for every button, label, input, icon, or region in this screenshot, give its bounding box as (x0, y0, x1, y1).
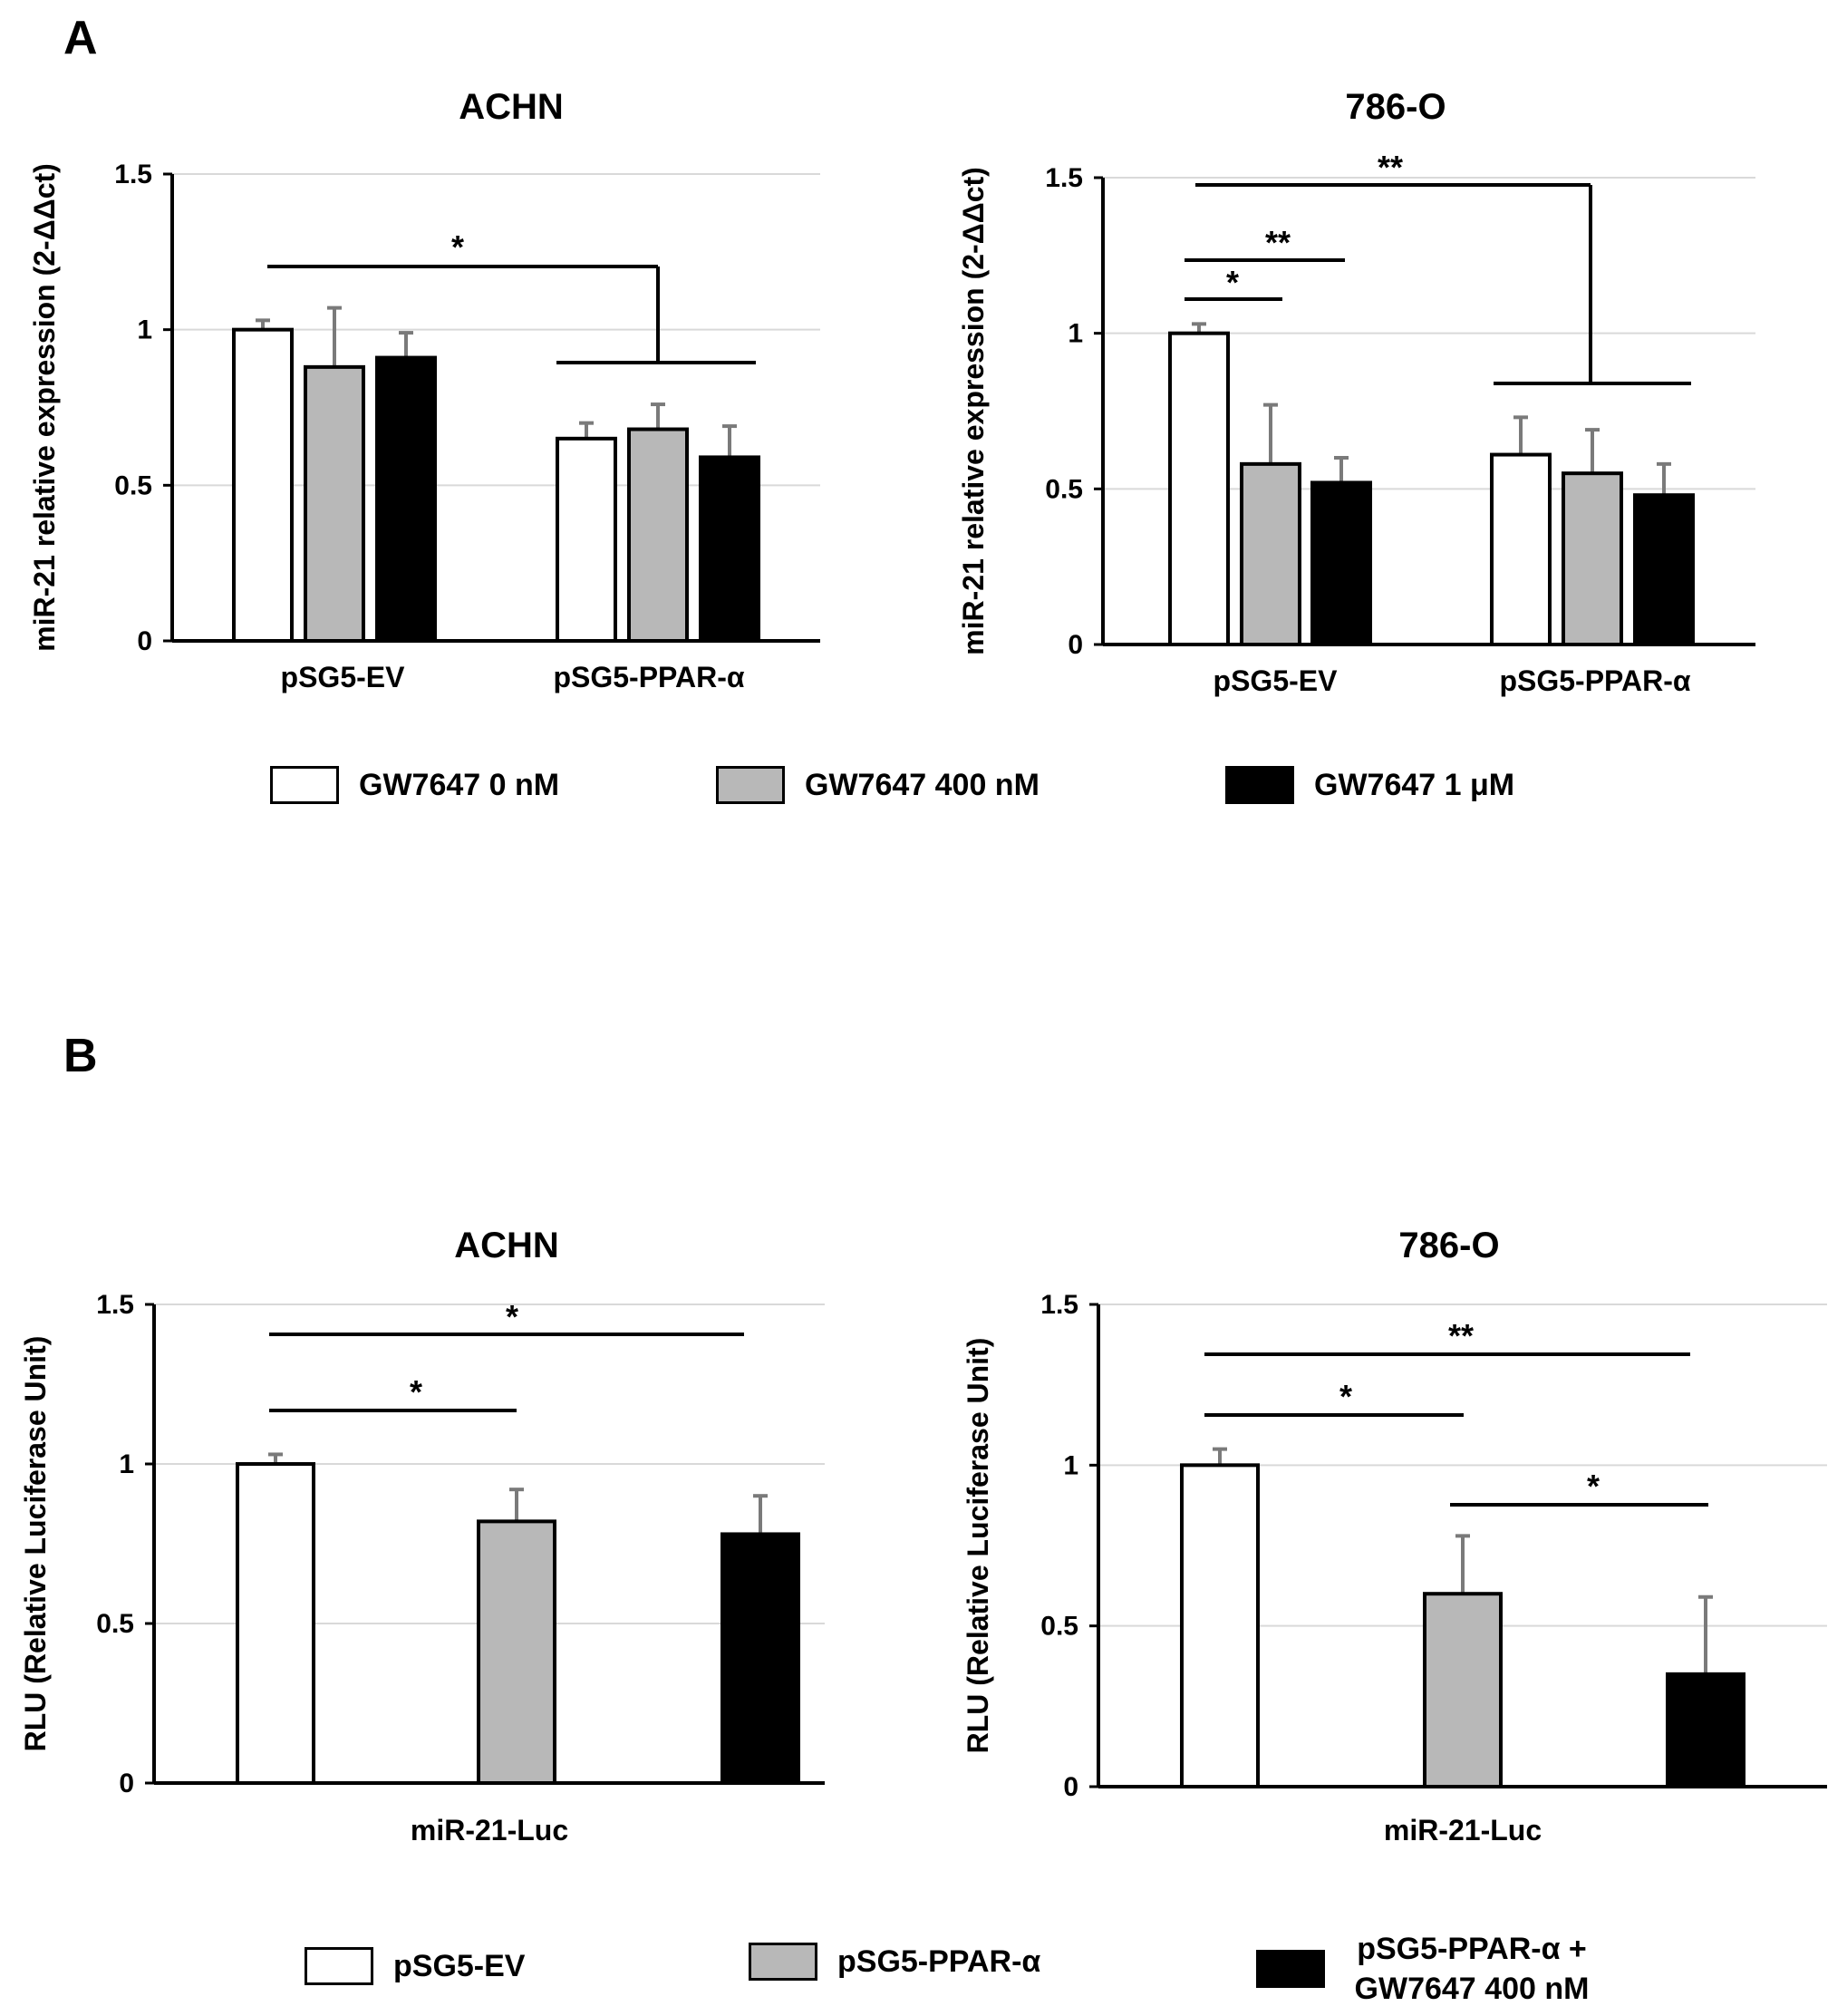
legend-label-line-2: GW7647 400 nM (1354, 1972, 1590, 2006)
x-category-label: pSG5-EV (1214, 664, 1339, 697)
significance-label: * (506, 1298, 518, 1335)
bar (477, 1519, 556, 1785)
significance-label: * (1226, 264, 1239, 301)
x-axis-label: miR-21-Luc (1384, 1814, 1542, 1846)
legend-swatch-white (305, 1947, 373, 1985)
bar (1180, 1463, 1260, 1789)
bar (1240, 461, 1301, 646)
legend-swatch-gray (716, 766, 785, 804)
y-tick-label: 1 (137, 315, 152, 345)
bar (232, 327, 294, 643)
bar (1310, 480, 1372, 647)
legend-swatch-black (1225, 766, 1294, 804)
significance-label: ** (1378, 149, 1403, 186)
significance-label: ** (1265, 224, 1291, 261)
y-tick-label: 1 (1063, 1450, 1078, 1480)
y-tick-label: 1.5 (114, 160, 152, 189)
bar (720, 1532, 800, 1785)
panel-label-b: B (63, 1030, 98, 1082)
significance-label: * (451, 228, 464, 266)
bar (556, 436, 617, 644)
bar (304, 364, 365, 643)
legend-label: GW7647 400 nM (805, 767, 1040, 802)
y-axis-label: RLU (Relative Luciferase Unit) (19, 1336, 52, 1752)
legend-label-line-1: pSG5-PPAR-α + (1357, 1932, 1587, 1966)
y-tick-label: 1 (1068, 319, 1083, 349)
y-tick-label: 0 (1068, 630, 1083, 660)
legend-a-item-1: GW7647 400 nM (716, 766, 1040, 804)
y-axis-label: miR-21 relative expression (2-ΔΔct) (957, 167, 990, 655)
bar (699, 455, 760, 643)
bar (1633, 493, 1695, 647)
legend-swatch-white (270, 766, 339, 804)
y-tick-label: 0 (1063, 1772, 1078, 1802)
bar (1423, 1592, 1503, 1788)
legend-swatch-black (1256, 1950, 1325, 1988)
legend-label-two-line: pSG5-PPAR-α + GW7647 400 nM (1345, 1929, 1599, 2009)
bar (1666, 1672, 1745, 1789)
chart-title-b-achn: ACHN (454, 1226, 559, 1265)
legend-label: GW7647 0 nM (359, 767, 560, 802)
significance-label: * (1587, 1468, 1600, 1505)
legend-a-item-2: GW7647 1 μM (1225, 766, 1514, 804)
bar (1490, 452, 1552, 647)
y-tick-label: 0 (137, 626, 152, 656)
chart-title-a-786o: 786-O (1345, 87, 1446, 127)
y-tick-label: 1.5 (1040, 1290, 1078, 1320)
y-tick-label: 1.5 (1045, 163, 1083, 193)
x-category-label: pSG5-PPAR-α (1499, 664, 1690, 697)
legend-swatch-gray (749, 1943, 817, 1981)
significance-label: * (410, 1373, 422, 1410)
bar (1168, 331, 1230, 646)
legend-b-item-2: pSG5-PPAR-α + GW7647 400 nM (1256, 1929, 1599, 2009)
y-axis-label: RLU (Relative Luciferase Unit) (962, 1338, 994, 1754)
panel-label-a: A (63, 12, 98, 64)
bar (627, 427, 689, 643)
significance-label: * (1339, 1378, 1352, 1415)
bar (1562, 471, 1623, 647)
legend-label: pSG5-EV (393, 1948, 526, 1983)
y-tick-label: 0.5 (114, 470, 152, 500)
significance-label: ** (1448, 1317, 1474, 1354)
x-category-label: pSG5-EV (281, 661, 406, 693)
y-tick-label: 0 (119, 1769, 134, 1798)
chart-title-a-achn: ACHN (459, 87, 564, 127)
y-axis-label: miR-21 relative expression (2-ΔΔct) (28, 163, 61, 652)
x-axis-label: miR-21-Luc (411, 1814, 568, 1846)
bar (375, 355, 437, 643)
legend-label: GW7647 1 μM (1314, 767, 1515, 802)
y-tick-label: 0.5 (1040, 1612, 1078, 1642)
bar (236, 1462, 315, 1785)
legend-a-item-0: GW7647 0 nM (270, 766, 559, 804)
chart-title-b-786o: 786-O (1398, 1226, 1500, 1265)
legend-b-item-0: pSG5-EV (305, 1947, 525, 1985)
y-tick-label: 0.5 (1045, 474, 1083, 504)
x-category-label: pSG5-PPAR-α (553, 661, 744, 693)
legend-b-item-1: pSG5-PPAR-α (749, 1943, 1040, 1981)
y-tick-label: 1 (119, 1449, 134, 1479)
y-tick-label: 1.5 (96, 1290, 134, 1320)
legend-label: pSG5-PPAR-α (837, 1943, 1041, 1979)
y-tick-label: 0.5 (96, 1609, 134, 1639)
